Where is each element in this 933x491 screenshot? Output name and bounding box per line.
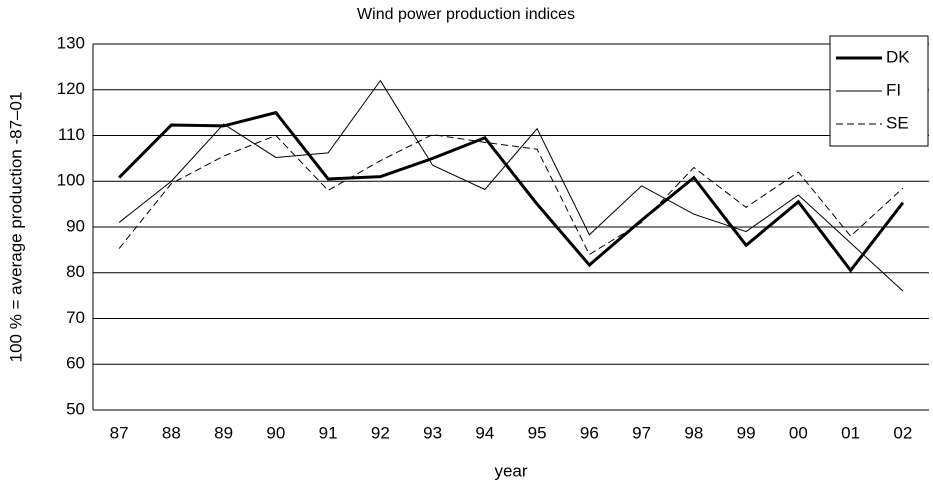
chart-title: Wind power production indices — [357, 6, 575, 23]
x-tick-label: 01 — [841, 423, 860, 442]
y-tick-label: 100 — [57, 171, 85, 190]
legend-label: SE — [886, 113, 909, 132]
x-tick-label: 00 — [789, 423, 808, 442]
x-tick-label: 88 — [162, 423, 181, 442]
series-line — [118, 110, 905, 273]
series-line — [118, 134, 904, 256]
legend-label: FI — [886, 80, 901, 99]
x-tick-label: 98 — [684, 423, 703, 442]
x-tick-label: 99 — [737, 423, 756, 442]
x-tick-label: 02 — [893, 423, 912, 442]
legend-label: DK — [886, 47, 910, 66]
x-tick-label: 87 — [110, 423, 129, 442]
y-tick-label: 110 — [58, 125, 85, 144]
x-tick-label: 92 — [371, 423, 390, 442]
y-tick-label: 120 — [57, 79, 85, 98]
y-tick-label: 80 — [66, 262, 85, 281]
x-tick-label: 89 — [214, 423, 233, 442]
y-tick-label: 70 — [66, 308, 85, 327]
x-tick-label: 97 — [632, 423, 651, 442]
y-tick-label: 130 — [57, 33, 85, 52]
y-tick-label: 60 — [66, 354, 85, 373]
x-axis-label: year — [494, 461, 527, 480]
y-tick-label: 90 — [66, 216, 85, 235]
x-tick-label: 93 — [423, 423, 442, 442]
x-tick-label: 91 — [319, 423, 338, 442]
x-tick-label: 95 — [528, 423, 547, 442]
series-line — [118, 79, 904, 292]
x-tick-label: 94 — [475, 423, 494, 442]
y-axis-label: 100 % = average production -87–01 — [6, 92, 25, 363]
y-tick-label: 50 — [66, 399, 85, 418]
x-tick-label: 90 — [266, 423, 285, 442]
x-tick-label: 96 — [580, 423, 599, 442]
